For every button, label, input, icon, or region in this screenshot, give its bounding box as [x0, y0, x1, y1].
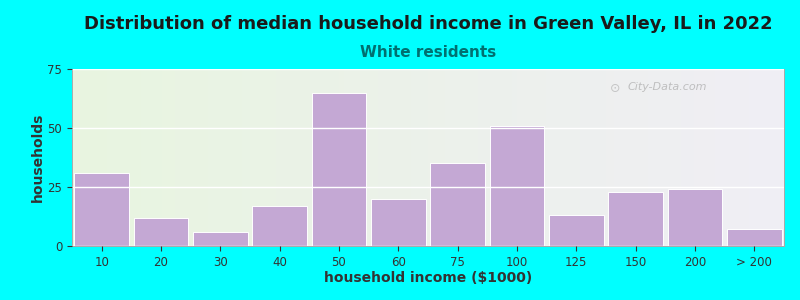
Bar — [668, 189, 722, 246]
Bar — [430, 164, 485, 246]
Bar — [549, 215, 604, 246]
Bar — [312, 93, 366, 246]
Bar — [371, 199, 426, 246]
Bar — [134, 218, 188, 246]
Text: Distribution of median household income in Green Valley, IL in 2022: Distribution of median household income … — [84, 16, 772, 34]
Bar — [490, 126, 544, 246]
Y-axis label: households: households — [30, 113, 45, 202]
X-axis label: household income ($1000): household income ($1000) — [324, 272, 532, 286]
Bar — [74, 173, 129, 246]
Text: White residents: White residents — [360, 45, 496, 60]
Bar — [727, 230, 782, 246]
Text: ⊙: ⊙ — [610, 82, 620, 94]
Bar — [608, 192, 663, 246]
Bar — [193, 232, 248, 246]
Text: City-Data.com: City-Data.com — [627, 82, 707, 92]
Bar — [252, 206, 307, 246]
